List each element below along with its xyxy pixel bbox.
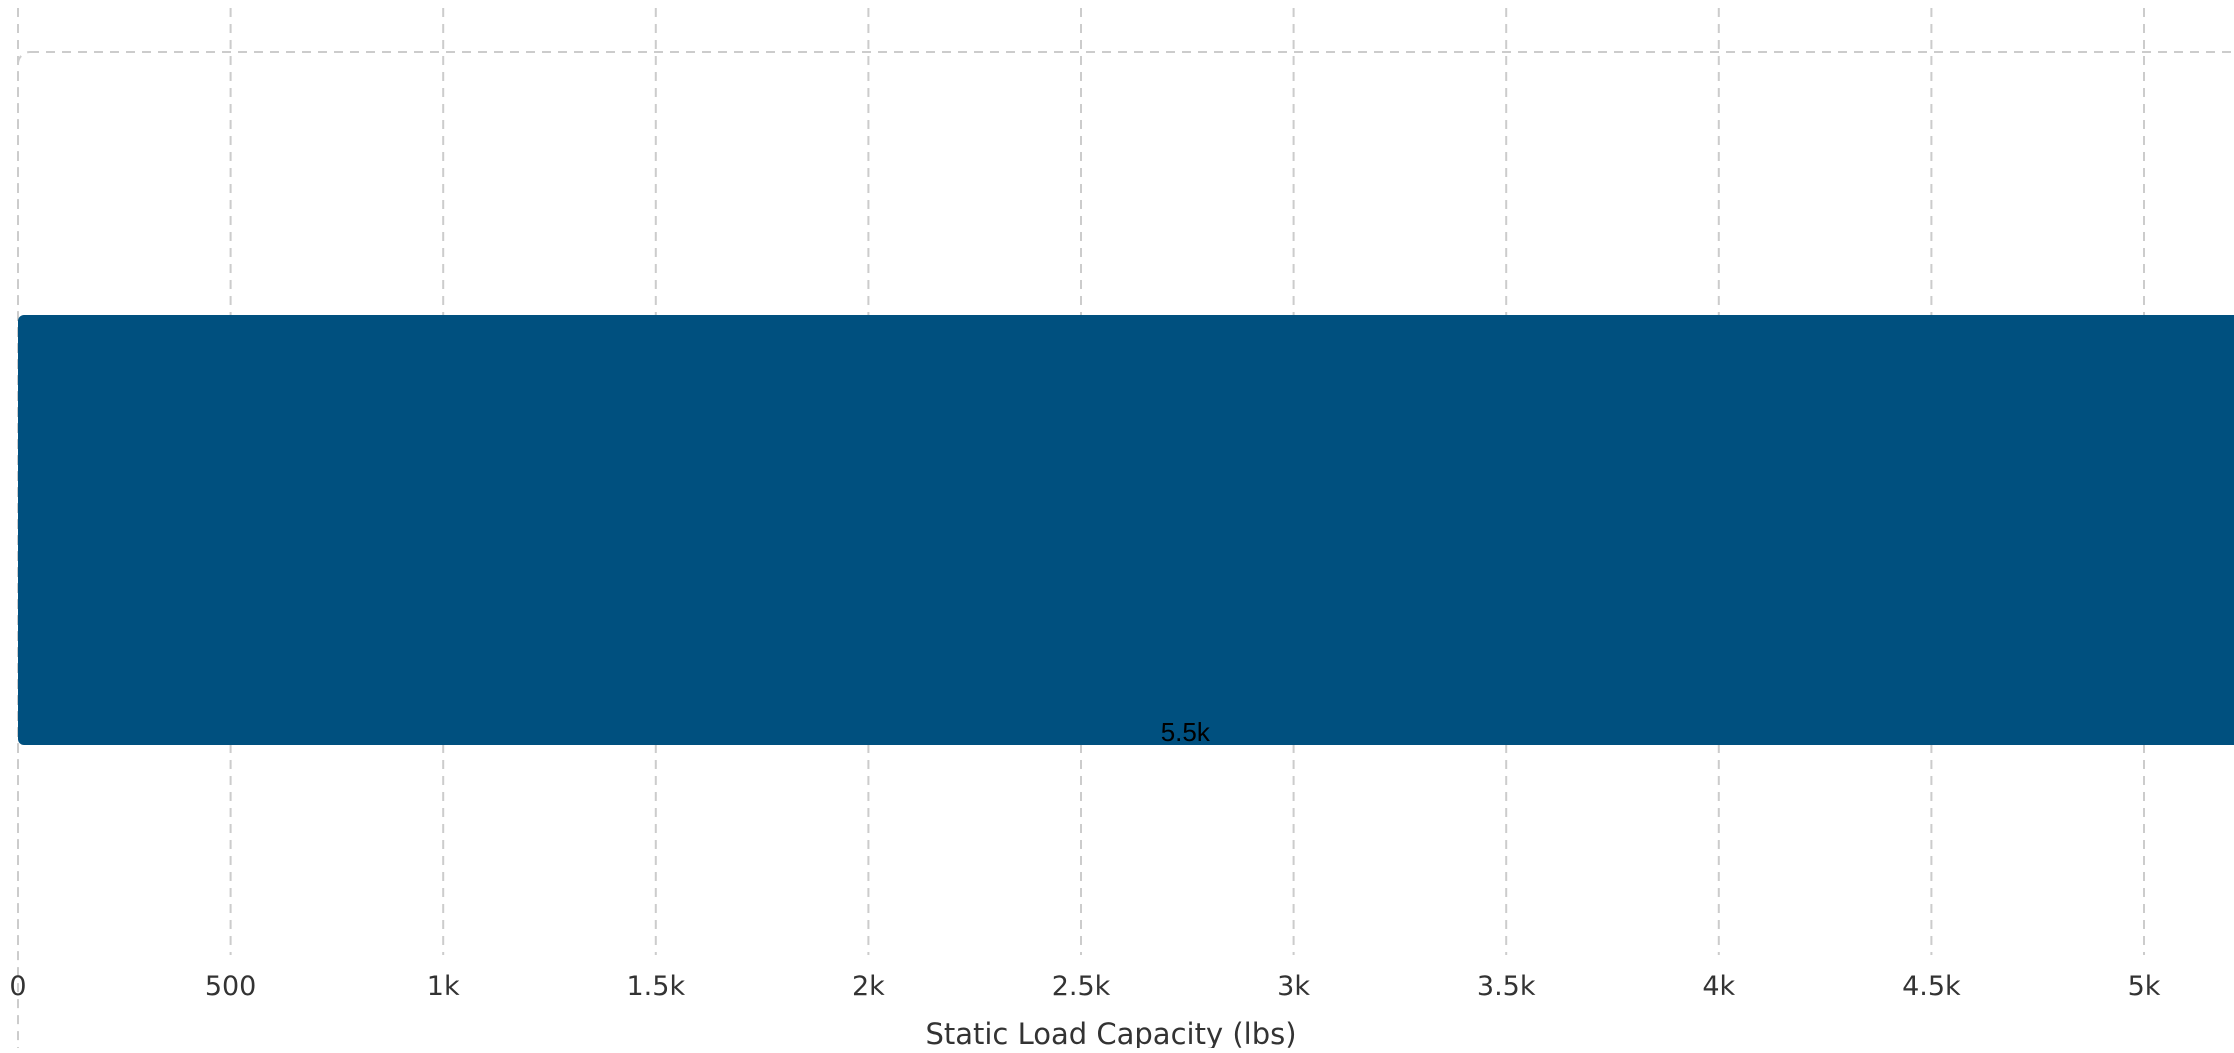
x-tick-label-5: 2.5k xyxy=(1052,971,1111,1002)
data-label-0: 5.5k xyxy=(1161,717,1211,747)
x-axis-ticks: 0 500 1k 1.5k 2k 2.5k 3k 3.5k 4k 4.5k 5k xyxy=(9,971,2160,1002)
x-tick-label-6: 3k xyxy=(1277,971,1310,1002)
x-tick-label-0: 0 xyxy=(9,971,26,1002)
x-tick-label-1: 500 xyxy=(205,971,257,1002)
bar-0[interactable] xyxy=(18,315,2234,745)
data-label-layer: 5.5k xyxy=(1161,717,1211,747)
x-tick-label-7: 3.5k xyxy=(1477,971,1536,1002)
x-tick-label-4: 2k xyxy=(852,971,885,1002)
bar-layer xyxy=(18,315,2234,745)
x-tick-label-3: 1.5k xyxy=(627,971,686,1002)
x-axis-title: Static Load Capacity (lbs) xyxy=(925,1017,1296,1048)
x-tick-label-9: 4.5k xyxy=(1902,971,1961,1002)
x-tick-label-10: 5k xyxy=(2128,971,2161,1002)
x-tick-label-8: 4k xyxy=(1702,971,1735,1002)
x-tick-label-2: 1k xyxy=(427,971,460,1002)
